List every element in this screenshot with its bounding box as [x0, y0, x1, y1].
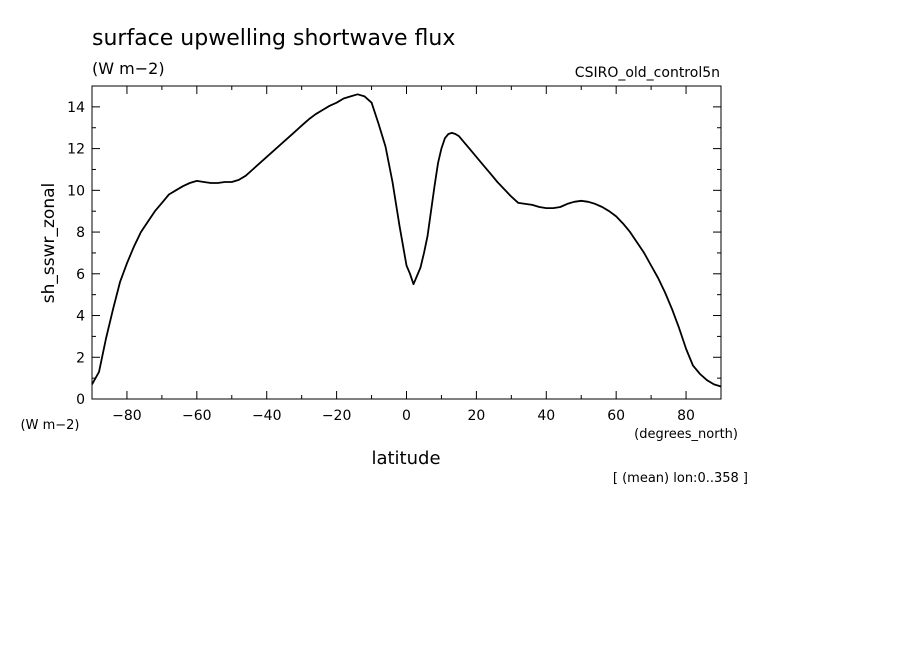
- x-tick-label: 60: [607, 408, 625, 424]
- x-tick-label: 0: [402, 408, 411, 424]
- x-axis-label: latitude: [371, 448, 440, 469]
- x-tick-label: −20: [322, 408, 352, 424]
- y-tick-label: 6: [76, 267, 85, 283]
- x-tick-label: 20: [467, 408, 485, 424]
- chart-title: surface upwelling shortwave flux: [92, 26, 455, 51]
- title-units: (W m−2): [92, 59, 165, 78]
- y-tick-label: 12: [67, 142, 85, 158]
- y-axis-units: (W m−2): [21, 418, 80, 433]
- y-tick-labels: 0 2 4 6 8 10 12 14: [67, 100, 85, 408]
- x-tick-label: 80: [677, 408, 695, 424]
- x-axis-units: (degrees_north): [634, 427, 738, 442]
- x-tick-label: 40: [537, 408, 555, 424]
- y-tick-label: 2: [76, 350, 85, 366]
- axis-ticks: [91, 86, 722, 400]
- x-tick-label: −60: [182, 408, 212, 424]
- y-tick-label: 8: [76, 225, 85, 241]
- dataset-label: CSIRO_old_control5n: [575, 65, 720, 81]
- averaging-note: [ (mean) lon:0..358 ]: [613, 471, 748, 486]
- y-axis-label: sh_sswr_zonal: [39, 183, 59, 303]
- y-tick-label: 4: [76, 309, 85, 325]
- zonal-mean-line: [91, 93, 722, 388]
- y-tick-label: 10: [67, 183, 85, 199]
- y-tick-label: 14: [67, 100, 85, 116]
- plot-frame: [91, 85, 722, 400]
- x-tick-label: −80: [112, 408, 142, 424]
- y-tick-label: 0: [76, 392, 85, 408]
- x-tick-labels: −80 −60 −40 −20 0 20 40 60 80: [112, 408, 695, 424]
- x-tick-label: −40: [252, 408, 282, 424]
